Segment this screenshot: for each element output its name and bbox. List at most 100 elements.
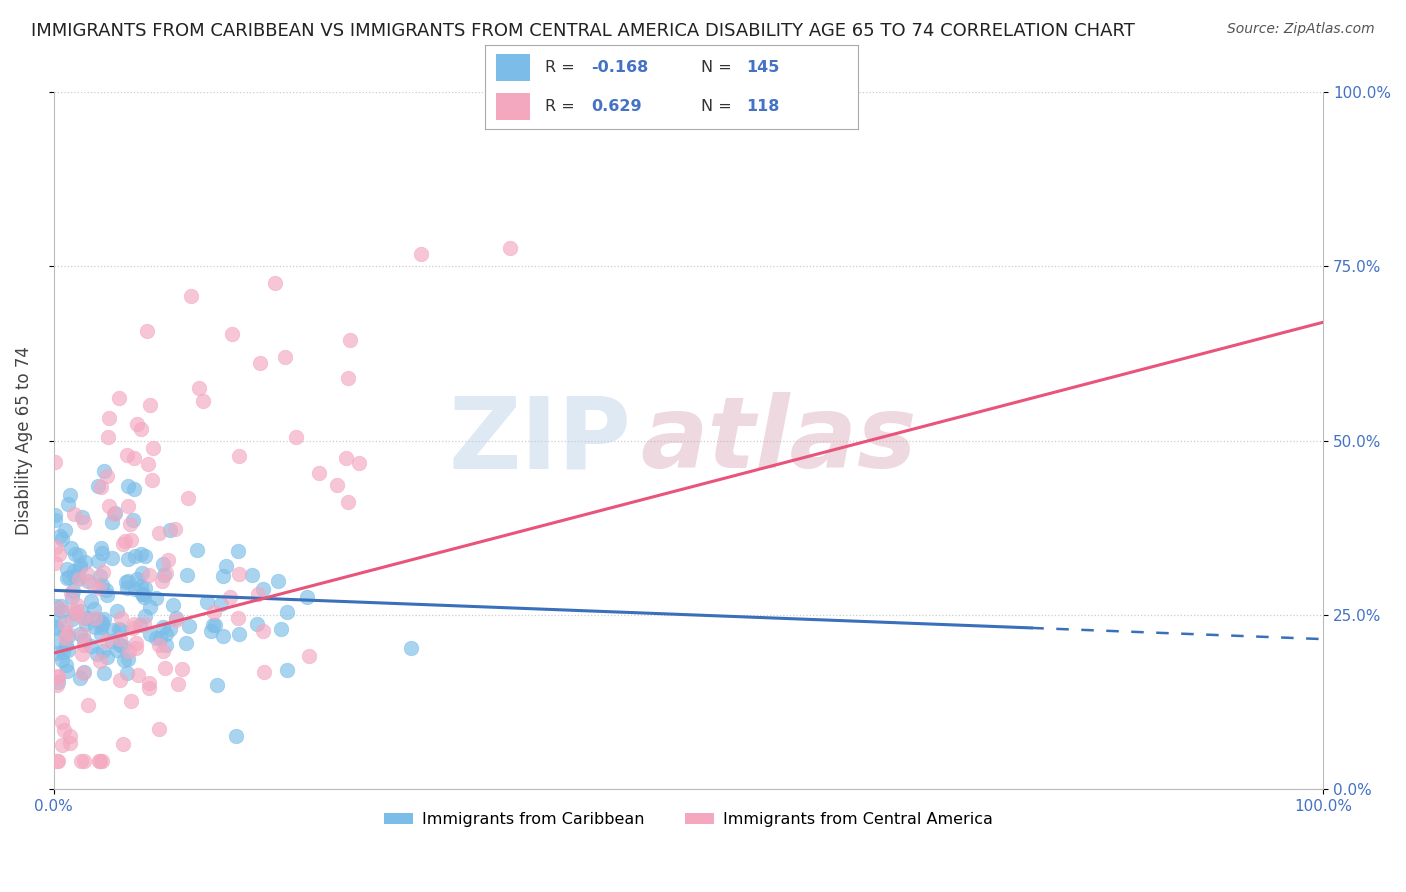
Point bbox=[159, 524, 181, 538]
Point bbox=[75, 616, 97, 631]
Point bbox=[226, 544, 249, 558]
Point bbox=[46, 675, 69, 690]
Point bbox=[122, 617, 145, 632]
Point bbox=[96, 650, 118, 665]
Point bbox=[67, 548, 90, 562]
Point bbox=[152, 620, 174, 634]
Point bbox=[70, 754, 93, 768]
Point bbox=[267, 574, 290, 588]
Point bbox=[97, 500, 120, 514]
Point bbox=[180, 289, 202, 303]
Bar bbox=[496, 54, 530, 81]
Point bbox=[82, 577, 104, 591]
Point bbox=[45, 633, 67, 648]
Point bbox=[55, 638, 77, 652]
Point bbox=[89, 582, 111, 596]
Point bbox=[49, 604, 72, 618]
Point bbox=[59, 488, 82, 502]
Point bbox=[218, 590, 240, 604]
Point bbox=[295, 590, 318, 604]
Point bbox=[112, 653, 135, 667]
Point bbox=[124, 635, 146, 649]
Point bbox=[46, 754, 69, 768]
Point bbox=[165, 611, 187, 625]
Text: 145: 145 bbox=[745, 60, 779, 75]
Point bbox=[44, 508, 66, 522]
Point bbox=[176, 567, 198, 582]
Point bbox=[249, 356, 271, 370]
Point bbox=[253, 665, 276, 679]
Point bbox=[134, 549, 156, 563]
Point bbox=[148, 525, 170, 540]
Point bbox=[152, 568, 174, 582]
Point bbox=[195, 595, 218, 609]
Point bbox=[149, 631, 172, 645]
Point bbox=[326, 477, 349, 491]
Point bbox=[70, 604, 93, 618]
Point bbox=[247, 587, 270, 601]
Point bbox=[69, 626, 91, 640]
Point bbox=[104, 506, 127, 520]
Point bbox=[132, 587, 155, 601]
Point bbox=[152, 557, 174, 571]
Text: R =: R = bbox=[544, 60, 579, 75]
Point bbox=[72, 515, 94, 529]
Point bbox=[221, 326, 243, 341]
Point bbox=[76, 574, 98, 588]
Point bbox=[67, 572, 90, 586]
Point bbox=[86, 612, 108, 626]
Point bbox=[399, 641, 422, 656]
Point bbox=[117, 448, 139, 462]
Point bbox=[70, 647, 93, 661]
Point bbox=[211, 569, 233, 583]
Point bbox=[108, 638, 131, 652]
Point bbox=[125, 641, 148, 656]
Point bbox=[93, 665, 115, 680]
Point bbox=[111, 639, 134, 653]
Point bbox=[76, 611, 98, 625]
Point bbox=[63, 606, 86, 620]
Point bbox=[112, 537, 135, 551]
Point bbox=[56, 665, 79, 679]
Text: IMMIGRANTS FROM CARIBBEAN VS IMMIGRANTS FROM CENTRAL AMERICA DISABILITY AGE 65 T: IMMIGRANTS FROM CARIBBEAN VS IMMIGRANTS … bbox=[31, 22, 1135, 40]
Point bbox=[49, 601, 72, 615]
Point bbox=[148, 722, 170, 736]
Point bbox=[138, 676, 160, 690]
Point bbox=[45, 678, 67, 692]
Point bbox=[65, 607, 87, 622]
Point bbox=[117, 666, 139, 681]
Point bbox=[252, 582, 274, 597]
Point bbox=[138, 681, 160, 696]
Point bbox=[179, 619, 201, 633]
Point bbox=[89, 754, 111, 768]
Point bbox=[69, 561, 91, 575]
Point bbox=[93, 612, 115, 626]
Point bbox=[138, 568, 160, 582]
Point bbox=[48, 547, 70, 561]
Point bbox=[96, 469, 118, 483]
Point bbox=[298, 648, 321, 663]
Point bbox=[73, 639, 96, 653]
Point bbox=[56, 497, 79, 511]
Text: N =: N = bbox=[702, 60, 737, 75]
Point bbox=[44, 556, 66, 570]
Point bbox=[91, 644, 114, 658]
Point bbox=[339, 333, 361, 347]
Point bbox=[121, 513, 143, 527]
Point bbox=[131, 566, 153, 581]
Point bbox=[45, 754, 67, 768]
Point bbox=[129, 547, 152, 561]
Point bbox=[93, 464, 115, 478]
Point bbox=[49, 599, 72, 613]
Point bbox=[69, 672, 91, 686]
Point bbox=[45, 619, 67, 633]
Point bbox=[56, 571, 79, 585]
Text: N =: N = bbox=[702, 99, 737, 114]
Point bbox=[155, 566, 177, 581]
Point bbox=[91, 616, 114, 631]
Point bbox=[498, 241, 520, 255]
Point bbox=[89, 568, 111, 582]
Bar bbox=[496, 93, 530, 120]
Point bbox=[103, 507, 125, 521]
Point bbox=[117, 499, 139, 513]
